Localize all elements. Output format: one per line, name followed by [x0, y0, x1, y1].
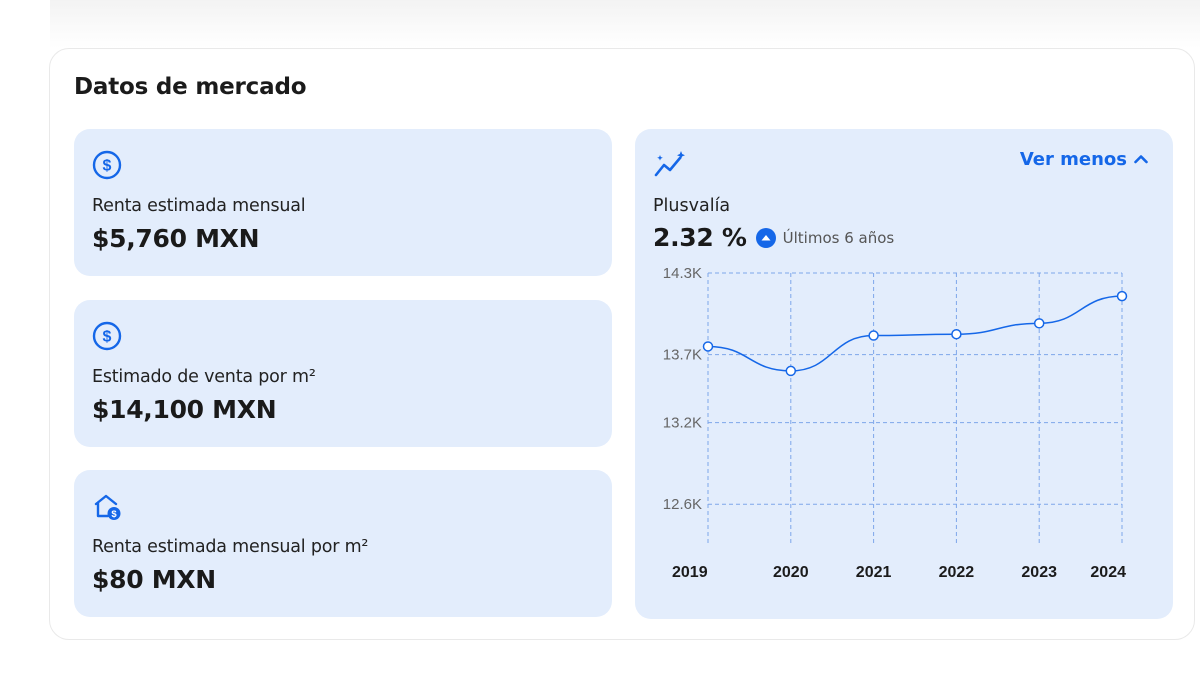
market-data-panel: Datos de mercado $ Renta estimada mensua… — [49, 48, 1195, 640]
plusvalia-period: Últimos 6 años — [782, 228, 895, 247]
house-dollar-icon: $ — [94, 494, 121, 520]
svg-text:$: $ — [111, 509, 117, 520]
data-point — [951, 328, 962, 340]
arrow-up-circle-icon — [755, 227, 776, 248]
data-point — [702, 341, 714, 352]
y-tick-label: 12.6K — [663, 496, 702, 513]
top-fade — [50, 0, 1200, 48]
section-title: Datos de mercado — [74, 74, 307, 100]
plusvalia-card: Ver menos Plusvalía 2.32 % Últimos 6 año… — [635, 129, 1173, 619]
svg-text:$: $ — [103, 158, 112, 175]
chevron-up-icon — [1134, 155, 1148, 164]
card-label: Renta estimada mensual — [92, 196, 306, 216]
trend-sparkle-icon — [654, 151, 685, 177]
x-tick-label: 2021 — [856, 564, 892, 581]
plusvalia-label: Plusvalía — [653, 196, 731, 216]
plusvalia-row: 2.32 % Últimos 6 años — [653, 223, 894, 252]
x-tick-label: 2019 — [672, 564, 708, 581]
data-point — [868, 330, 879, 341]
card-sale-per-m2: $ Estimado de venta por m² $14,100 MXN — [74, 300, 612, 447]
data-point — [1033, 318, 1045, 329]
card-value: $80 MXN — [92, 565, 216, 594]
data-point — [1116, 290, 1128, 302]
svg-text:$: $ — [103, 329, 112, 346]
x-tick-label: 2020 — [773, 564, 809, 581]
card-monthly-rent: $ Renta estimada mensual $5,760 MXN — [74, 129, 612, 276]
y-tick-label: 13.2K — [663, 415, 702, 432]
series-line — [707, 295, 1123, 372]
x-tick-label: 2023 — [1021, 564, 1057, 581]
y-tick-label: 13.7K — [663, 347, 702, 364]
toggle-label: Ver menos — [1019, 148, 1127, 170]
dollar-circle-icon: $ — [92, 321, 122, 351]
card-rent-per-m2: $ Renta estimada mensual por m² $80 MXN — [74, 470, 612, 617]
y-tick-label: 14.3K — [663, 265, 702, 282]
x-tick-label: 2024 — [1090, 564, 1126, 581]
plusvalia-line-chart: 14.3K 13.7K 13.2K 12.6K 2019 2020 2021 2022 2023… — [663, 265, 1128, 581]
x-tick-label: 2022 — [939, 564, 975, 581]
card-label: Renta estimada mensual por m² — [92, 537, 369, 557]
data-point — [785, 365, 797, 377]
ver-menos-button[interactable]: Ver menos — [1020, 147, 1149, 171]
card-label: Estimado de venta por m² — [92, 367, 316, 387]
plusvalia-value: 2.32 % — [653, 223, 747, 252]
dollar-circle-icon: $ — [92, 150, 122, 180]
card-value: $14,100 MXN — [92, 395, 277, 424]
card-value: $5,760 MXN — [92, 224, 260, 253]
